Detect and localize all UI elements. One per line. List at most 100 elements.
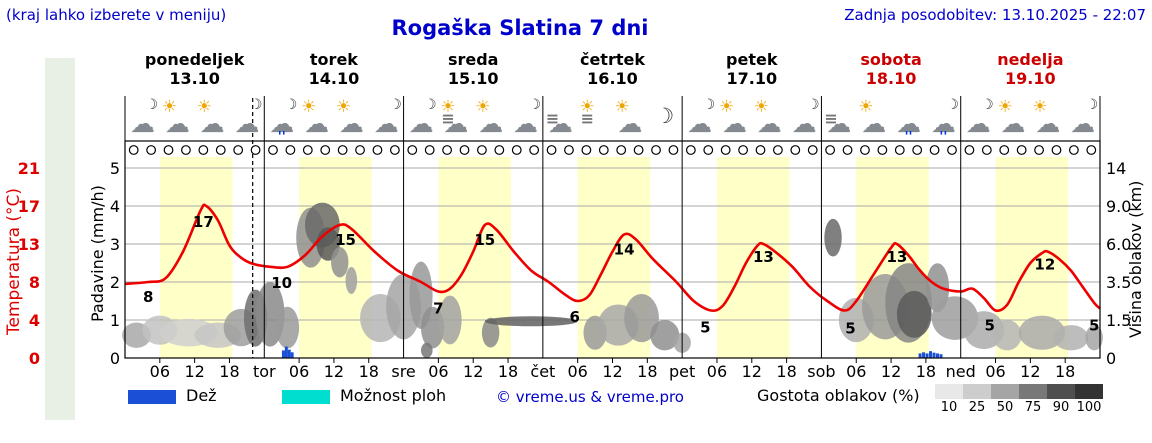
sun-icon: ☀ bbox=[161, 97, 178, 117]
svg-text:18: 18 bbox=[1055, 362, 1075, 381]
weather-icon: ☀ ☁ bbox=[856, 98, 891, 140]
moon-icon: ☽ bbox=[655, 104, 675, 128]
sun-icon: ☀ bbox=[997, 97, 1013, 117]
density-step-value: 100 bbox=[1076, 400, 1102, 415]
svg-text:13: 13 bbox=[886, 248, 907, 266]
cloud-icon: ☁ bbox=[199, 109, 225, 138]
svg-text:tor: tor bbox=[253, 362, 276, 381]
svg-text:06: 06 bbox=[567, 362, 587, 381]
moon-icon: ☽ bbox=[145, 97, 158, 113]
moon-icon: ☽ bbox=[424, 97, 437, 113]
weather-icon: ☽ ☁ bbox=[1065, 98, 1100, 140]
svg-text:5: 5 bbox=[110, 159, 120, 178]
weather-icon: ☽ ☁ bbox=[229, 98, 264, 140]
svg-text:12: 12 bbox=[1034, 256, 1055, 274]
weather-icon: ☽ ☁ bbox=[508, 98, 543, 140]
page-title: Rogaška Slatina 7 dni bbox=[391, 16, 649, 40]
cloud-icon: ☁ bbox=[478, 109, 504, 138]
weather-icon: ☀ ☁ bbox=[299, 98, 334, 140]
cloud-icon: ☁ bbox=[756, 109, 782, 138]
credit-link[interactable]: © vreme.us & vreme.pro bbox=[496, 388, 684, 406]
weather-icon: ☀ ☁ bbox=[1030, 98, 1065, 140]
cloud-icon: ☁ bbox=[1000, 109, 1026, 138]
weather-icon: ≡ ☁ bbox=[821, 98, 856, 140]
cloud-icon: ☁ bbox=[269, 109, 295, 138]
sun-icon: ☀ bbox=[614, 97, 630, 117]
svg-text:17: 17 bbox=[193, 213, 214, 231]
day-date: 13.10 bbox=[169, 69, 220, 88]
temperature-labels: 8 17 10 15 7 15 6 14 5 13 5 13 5 12 5 bbox=[143, 213, 1099, 338]
rain-legend-label: Dež bbox=[186, 386, 217, 405]
cloud-icon: ☁ bbox=[617, 109, 643, 138]
svg-text:17: 17 bbox=[18, 197, 40, 216]
svg-text:4: 4 bbox=[29, 311, 40, 330]
svg-text:3: 3 bbox=[110, 235, 120, 254]
weather-icon: ☀ ☁ bbox=[996, 98, 1031, 140]
rain-icon: '' bbox=[904, 130, 913, 145]
chart-frame bbox=[124, 96, 1101, 363]
cloud-icon: ☁ bbox=[547, 109, 573, 138]
cloud-icon: ☁ bbox=[443, 109, 469, 138]
svg-text:7: 7 bbox=[433, 300, 443, 318]
sun-icon: ☀ bbox=[440, 97, 456, 117]
weather-icon: ☁ '' bbox=[891, 98, 926, 144]
svg-text:12: 12 bbox=[184, 362, 204, 381]
density-step-value: 90 bbox=[1052, 400, 1070, 415]
moon-icon: ☽ bbox=[528, 97, 542, 113]
fog-icon: ≡ bbox=[545, 109, 560, 128]
svg-text:5: 5 bbox=[1089, 317, 1099, 335]
sun-icon: ☀ bbox=[579, 97, 595, 117]
moon-icon: ☽ bbox=[981, 97, 994, 113]
daylight-bands bbox=[159, 157, 1069, 358]
svg-text:13: 13 bbox=[18, 235, 40, 254]
density-step bbox=[1075, 384, 1103, 399]
showers-legend-swatch bbox=[282, 390, 330, 404]
cloud-density-legend-label: Gostota oblakov (%) bbox=[757, 386, 920, 405]
moon-icon: ☽ bbox=[284, 97, 298, 113]
moon-icon: ☽ bbox=[1085, 97, 1099, 113]
weather-icon: ☀ ☁ bbox=[613, 98, 648, 140]
svg-text:6.0: 6.0 bbox=[1106, 235, 1131, 254]
cloud-density-gradient bbox=[935, 384, 1103, 399]
day-header-sobota: sobota 18.10 bbox=[821, 50, 960, 88]
cloud-icon: ☁ bbox=[965, 109, 991, 138]
day-date: 14.10 bbox=[308, 69, 360, 88]
svg-text:12: 12 bbox=[324, 362, 344, 381]
cloud-icon: ☁ bbox=[896, 109, 922, 138]
day-name: sreda bbox=[447, 50, 499, 69]
svg-text:0: 0 bbox=[29, 349, 40, 368]
day-header-nedelja: nedelja 19.10 bbox=[961, 50, 1100, 88]
last-update-text: Zadnja posodobitev: 13.10.2025 - 22:07 bbox=[844, 6, 1146, 24]
density-step bbox=[935, 384, 963, 399]
cloud-icon: ☁ bbox=[234, 109, 260, 138]
sun-icon: ☀ bbox=[301, 97, 317, 117]
moon-icon: ☽ bbox=[389, 97, 402, 113]
svg-text:3.5: 3.5 bbox=[1106, 273, 1131, 292]
cloud-icon: ☁ bbox=[826, 109, 852, 138]
rain-bars bbox=[281, 346, 943, 358]
svg-text:5: 5 bbox=[845, 320, 855, 338]
svg-text:18: 18 bbox=[359, 362, 379, 381]
day-date: 15.10 bbox=[447, 69, 499, 88]
svg-text:15: 15 bbox=[474, 231, 495, 249]
svg-text:pet: pet bbox=[669, 362, 695, 381]
svg-text:18: 18 bbox=[776, 362, 796, 381]
sun-icon: ☀ bbox=[858, 97, 874, 117]
cloud-axis-ticks: 0 1.5 3.5 6.0 9.0 14 bbox=[1106, 159, 1131, 368]
svg-text:06: 06 bbox=[707, 362, 727, 381]
symbol-circles-row bbox=[128, 145, 1097, 155]
svg-text:čet: čet bbox=[530, 362, 555, 381]
cloud-density-scale: 10 25 50 75 90 100 bbox=[935, 384, 1103, 415]
svg-text:1: 1 bbox=[110, 311, 120, 330]
svg-text:06: 06 bbox=[428, 362, 448, 381]
day-date: 17.10 bbox=[726, 69, 778, 88]
svg-text:0: 0 bbox=[110, 349, 120, 368]
cloud-icon: ☁ bbox=[791, 109, 817, 138]
cloud-icon: ☁ bbox=[304, 109, 330, 138]
sun-icon: ☀ bbox=[196, 97, 212, 117]
day-header-torek: torek 14.10 bbox=[264, 50, 403, 88]
cloud-icon: ☁ bbox=[1035, 109, 1061, 138]
cloud-icon: ☁ bbox=[930, 109, 956, 138]
cloud-icon: ☁ bbox=[130, 109, 155, 138]
